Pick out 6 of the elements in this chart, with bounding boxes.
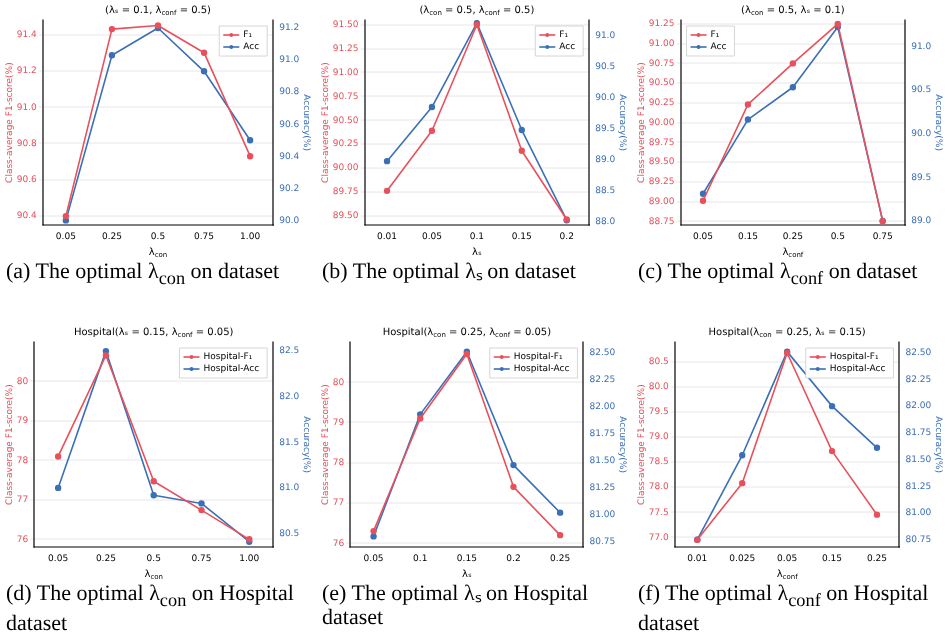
text: (d) The optimal λ$_{con}$ on Hospital dataset [6,582,294,637]
text: (e) The optimal λₛ on Hospital dataset [320,582,591,630]
text: (a) The optimal λ$_{con}$ on dataset [4,260,282,291]
text: (b) The optimal λₛ on dataset [320,260,578,284]
text: (c) The optimal λ$_{conf}$ on dataset [636,260,920,291]
text: (f) The optimal λ$_{conf}$ on Hospital dataset [638,582,929,637]
